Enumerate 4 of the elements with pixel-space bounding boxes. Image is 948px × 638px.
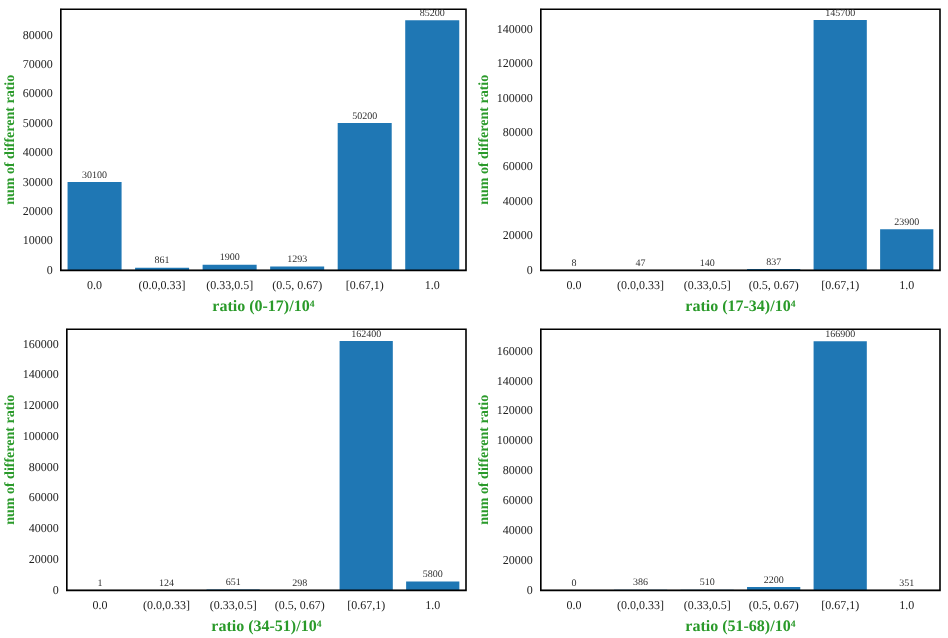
x-axis-title: ratio (0-17)/10⁴ [212, 296, 316, 315]
x-axis-title: ratio (17-34)/10⁴ [685, 296, 797, 315]
x-axis-title: ratio (51-68)/10⁴ [685, 615, 797, 634]
x-axis-title: ratio (34-51)/10⁴ [211, 615, 323, 634]
